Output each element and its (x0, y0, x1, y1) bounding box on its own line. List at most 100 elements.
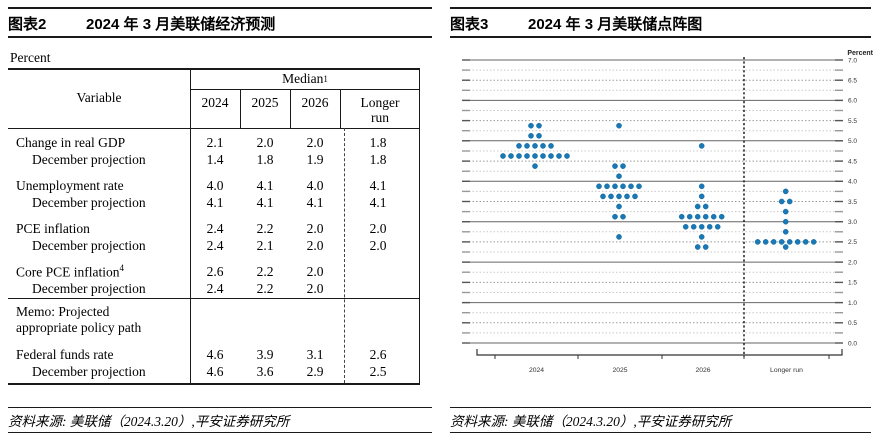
economic-projections-table: Variable Median 1 2024 2025 2026 Longer r… (8, 68, 420, 385)
projection-dot (556, 153, 562, 159)
projection-dot (600, 193, 606, 200)
row-value: 2.5 (369, 363, 387, 379)
row-value: 4.1 (369, 194, 387, 210)
projection-dot (532, 143, 538, 149)
projection-dot (608, 193, 614, 200)
row-value: 2.0 (306, 220, 324, 236)
projection-dot (636, 183, 642, 190)
row-value: 2.4 (206, 220, 224, 236)
table-row: December projection 2.4 2.1 2.0 2.0 (8, 237, 420, 254)
row-label: December projection (32, 151, 146, 167)
y-axis-label: 2.5 (848, 239, 857, 246)
projection-dot (754, 239, 761, 245)
row-value: 4.1 (206, 194, 224, 210)
y-axis-label: 3.0 (848, 219, 857, 226)
x-axis-category-label: Longer run (770, 367, 803, 374)
row-value: 3.1 (306, 346, 324, 362)
projection-dot (782, 188, 789, 195)
projection-dot (632, 193, 638, 200)
x-axis-category-label: 2024 (529, 367, 544, 374)
row-value: 4.6 (206, 363, 224, 379)
projection-dot (694, 203, 701, 210)
row-value: 2.4 (206, 237, 224, 253)
projection-dot (616, 234, 622, 240)
table-row: December projection 1.4 1.8 1.9 1.8 (8, 151, 420, 168)
table-row: December projection 4.1 4.1 4.1 4.1 (8, 194, 420, 211)
projection-dot (532, 153, 538, 159)
header-bottom-rule (8, 128, 420, 129)
row-value: 2.9 (306, 363, 324, 379)
row-value: 4.1 (369, 177, 387, 193)
row-label: December projection (32, 194, 146, 210)
left-exhibit-title-text: 2024 年 3 月美联储经济预测 (86, 15, 276, 33)
row-label: Change in real GDP (16, 134, 126, 150)
projection-dot (540, 153, 546, 159)
projection-dot (548, 143, 554, 149)
projection-dot (620, 183, 626, 190)
projection-dot (516, 143, 522, 149)
median-underline (190, 89, 420, 90)
table-row: Change in real GDP 2.1 2.0 2.0 1.8 (8, 134, 420, 151)
row-value: 2.1 (256, 237, 274, 253)
row-value: 2.4 (206, 280, 224, 296)
y-axis-label: 0.0 (848, 340, 857, 347)
median-header-text: Median (282, 71, 324, 86)
row-value: 2.2 (256, 263, 274, 279)
projection-dot (710, 213, 717, 220)
projection-dot (690, 223, 697, 230)
row-value: 4.6 (206, 346, 224, 362)
projection-dot (782, 208, 789, 215)
variable-divider (190, 68, 191, 385)
projection-dot (612, 163, 618, 169)
row-value: 4.1 (306, 194, 324, 210)
row-value: 2.0 (369, 237, 387, 253)
row-value: 2.0 (369, 220, 387, 236)
projection-dot (604, 183, 610, 190)
projection-dot (548, 153, 554, 159)
row-value: 3.6 (256, 363, 274, 379)
right-exhibit-title: 图表3 2024 年 3 月美联储点阵图 (450, 7, 871, 38)
left-exhibit-title: 图表2 2024 年 3 月美联储经济预测 (8, 7, 432, 38)
row-value: 4.1 (256, 177, 274, 193)
left-source: 资料来源: 美联储（2024.3.20）,平安证券研究所 (8, 407, 432, 433)
projection-dot (686, 213, 693, 220)
projection-dot (532, 163, 538, 169)
row-value: 2.2 (256, 220, 274, 236)
row-value: 1.4 (206, 151, 224, 167)
projection-dot (762, 239, 769, 245)
projection-dot (620, 163, 626, 169)
projection-dot (524, 153, 530, 159)
y-axis-label: 4.5 (848, 158, 857, 165)
projection-dot (616, 193, 622, 200)
row-value: 2.0 (256, 134, 274, 150)
year-divider-2 (290, 90, 291, 128)
projection-dot (616, 173, 622, 179)
left-exhibit-tag: 图表2 (8, 15, 47, 33)
median-header: Median 1 (190, 68, 420, 90)
projection-dot (564, 153, 570, 159)
projection-dot (596, 183, 602, 190)
table-top-rule (8, 68, 420, 70)
projection-dot (706, 223, 713, 230)
projection-dot (536, 122, 542, 129)
y-axis-label: 1.0 (848, 300, 857, 307)
projection-dot (802, 239, 809, 245)
projection-dot (698, 223, 705, 230)
memo-label: Memo: Projected appropriate policy path (16, 304, 142, 335)
projection-dot (528, 133, 534, 139)
projection-dot (620, 213, 626, 220)
projection-dot (536, 133, 542, 139)
projection-dot (702, 203, 709, 210)
y-axis-label: 4.0 (848, 179, 857, 186)
year-headers: 2024 2025 2026 Longer run (190, 90, 420, 128)
y-axis-label: 6.0 (848, 98, 857, 105)
row-value: 4.0 (206, 177, 224, 193)
row-value: 4.1 (256, 194, 274, 210)
table-unit-label: Percent (10, 50, 51, 65)
table-row: Unemployment rate 4.0 4.1 4.0 4.1 (8, 177, 420, 194)
year-header-2026: 2026 (301, 95, 329, 110)
x-axis-bracket (476, 349, 843, 356)
row-label: December projection (32, 237, 146, 253)
y-axis-label: 7.0 (848, 57, 857, 64)
